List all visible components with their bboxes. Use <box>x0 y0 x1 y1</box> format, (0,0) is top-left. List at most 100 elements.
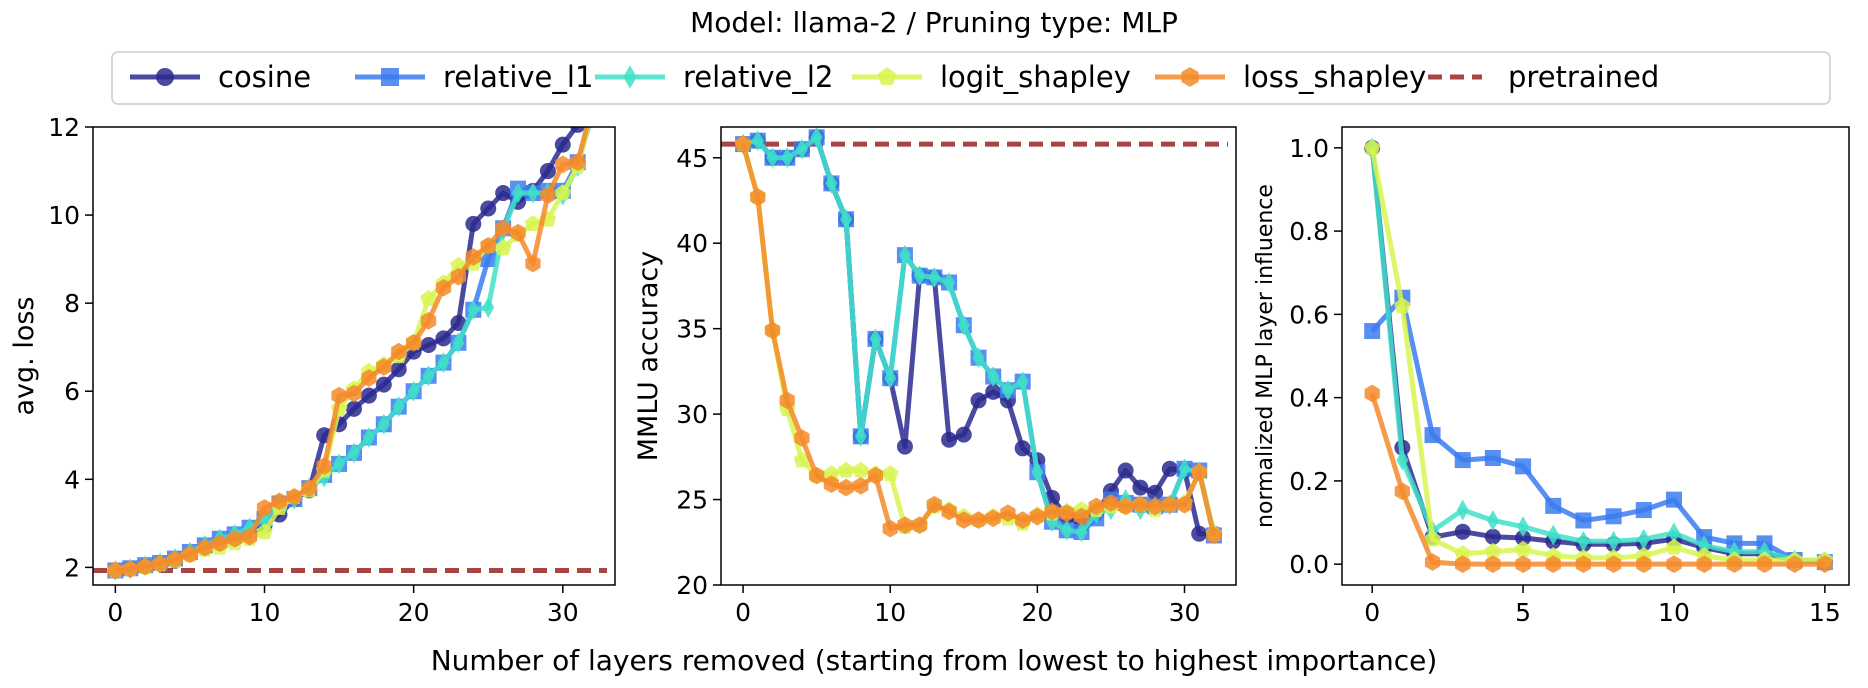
data-point-relative_l2 <box>1667 522 1680 544</box>
y-tick-label: 0.2 <box>1289 467 1329 496</box>
data-point-loss_shapley <box>764 321 781 340</box>
y-tick-label: 2 <box>64 553 80 582</box>
data-point-loss_shapley <box>271 492 288 511</box>
data-point-relative_l2 <box>869 328 882 350</box>
legend-marker-relative_l1 <box>381 68 399 86</box>
x-tick-label: 0 <box>735 598 751 627</box>
data-point-loss_shapley <box>882 519 898 538</box>
data-point-loss_shapley <box>1455 555 1471 573</box>
series-relative_l2 <box>737 127 1220 545</box>
y-axis-label-1: avg. loss <box>9 297 40 416</box>
legend: cosine relative_l1 relative_l2 logit_shaple… <box>111 51 1831 105</box>
data-point-loss_shapley <box>227 529 243 548</box>
data-point-loss_shapley <box>1545 555 1561 573</box>
series-line-cosine <box>1369 147 1826 565</box>
data-point-logit_shapley <box>1393 297 1411 314</box>
data-point-loss_shapley <box>420 311 437 330</box>
axes-frame <box>92 126 616 586</box>
data-point-loss_shapley <box>167 550 183 569</box>
x-tick-label: 10 <box>874 598 906 627</box>
data-point-cosine <box>420 336 437 353</box>
data-point-loss_shapley <box>1029 507 1045 526</box>
data-point-cosine <box>1161 460 1178 477</box>
data-point-relative_l1 <box>1575 512 1592 529</box>
data-point-loss_shapley <box>1756 555 1773 573</box>
series-line-cosine <box>115 127 580 573</box>
data-point-loss_shapley <box>1044 502 1060 521</box>
series-line-logit_shapley <box>115 127 591 573</box>
data-point-loss_shapley <box>510 223 526 242</box>
data-point-loss_shapley <box>985 509 1001 528</box>
data-point-relative_l1 <box>585 106 601 122</box>
data-point-loss_shapley <box>495 219 511 238</box>
series-relative_l1 <box>735 129 1222 544</box>
data-point-loss_shapley <box>956 511 972 529</box>
chart-panel-3: 0 5 10 15 0.0 0.2 0.4 0.6 0.8 1.0 normalized MLP l… <box>1253 126 1850 627</box>
data-point-logit_shapley <box>837 461 855 478</box>
y-tick-label: 25 <box>676 486 708 515</box>
data-point-loss_shapley <box>794 429 810 447</box>
series-line-relative_l2 <box>1369 147 1826 565</box>
data-point-logit_shapley <box>1514 540 1532 557</box>
data-point-loss_shapley <box>435 278 452 297</box>
data-point-relative_l1 <box>1364 323 1381 340</box>
figure-title: Model: llama-2 / Pruning type: MLP <box>690 6 1178 39</box>
data-point-logit_shapley <box>1484 542 1502 559</box>
data-point-loss_shapley <box>1696 555 1712 573</box>
legend-entry-cosine: cosine <box>130 60 311 94</box>
data-point-cosine <box>450 314 467 331</box>
data-point-cosine <box>360 387 377 404</box>
data-point-loss_shapley <box>122 560 138 578</box>
legend-marker-cosine <box>156 68 174 86</box>
data-point-relative_l2 <box>1456 499 1469 521</box>
data-point-loss_shapley <box>970 511 987 529</box>
data-point-loss_shapley <box>361 369 377 387</box>
data-point-cosine <box>1484 528 1501 545</box>
data-point-loss_shapley <box>1059 504 1075 523</box>
data-point-relative_l2 <box>467 299 480 321</box>
legend-entry-loss_shapley: loss_shapley <box>1155 60 1426 94</box>
y-tick-label: 0.0 <box>1289 550 1329 579</box>
data-point-loss_shapley <box>256 499 273 517</box>
y-tick-label: 1.0 <box>1289 134 1329 163</box>
legend-label-pretrained: pretrained <box>1508 60 1659 94</box>
x-tick-label: 5 <box>1515 598 1531 627</box>
data-point-cosine <box>970 392 987 409</box>
data-point-relative_l2 <box>972 347 985 369</box>
y-tick-label: 10 <box>48 201 80 230</box>
data-point-loss_shapley <box>1015 511 1031 529</box>
data-point-logit_shapley <box>420 289 437 306</box>
data-point-loss_shapley <box>912 516 928 534</box>
data-point-relative_l2 <box>898 244 911 266</box>
data-point-cosine <box>1014 440 1031 457</box>
data-point-relative_l2 <box>1060 519 1073 541</box>
y-tick-label: 6 <box>64 377 80 406</box>
data-point-cosine <box>495 185 512 202</box>
data-point-cosine <box>375 376 392 393</box>
data-point-relative_l1 <box>1635 502 1652 519</box>
data-point-relative_l2 <box>1075 521 1088 543</box>
data-point-loss_shapley <box>1364 384 1380 403</box>
data-point-relative_l2 <box>766 147 779 169</box>
data-point-relative_l2 <box>1517 516 1530 538</box>
data-point-logit_shapley <box>1454 544 1472 561</box>
plot-area-2 <box>721 127 1228 545</box>
data-point-cosine <box>896 438 913 455</box>
data-point-relative_l2 <box>452 332 465 354</box>
data-point-relative_l2 <box>884 367 897 389</box>
data-point-logit_shapley <box>494 239 512 256</box>
series-logit_shapley <box>1363 139 1834 568</box>
data-point-loss_shapley <box>1000 504 1016 523</box>
data-point-relative_l1 <box>1545 497 1562 514</box>
data-point-cosine <box>1454 523 1471 540</box>
data-point-loss_shapley <box>1073 507 1090 526</box>
data-point-relative_l2 <box>957 314 970 336</box>
series-logit_shapley <box>107 127 591 578</box>
data-point-relative_l2 <box>1486 510 1499 531</box>
data-point-relative_l1 <box>1515 458 1532 475</box>
series-loss_shapley <box>735 135 1222 545</box>
data-point-loss_shapley <box>1132 495 1148 514</box>
series-line-logit_shapley <box>1369 147 1825 563</box>
data-point-loss_shapley <box>286 488 302 506</box>
data-point-relative_l2 <box>348 442 360 464</box>
